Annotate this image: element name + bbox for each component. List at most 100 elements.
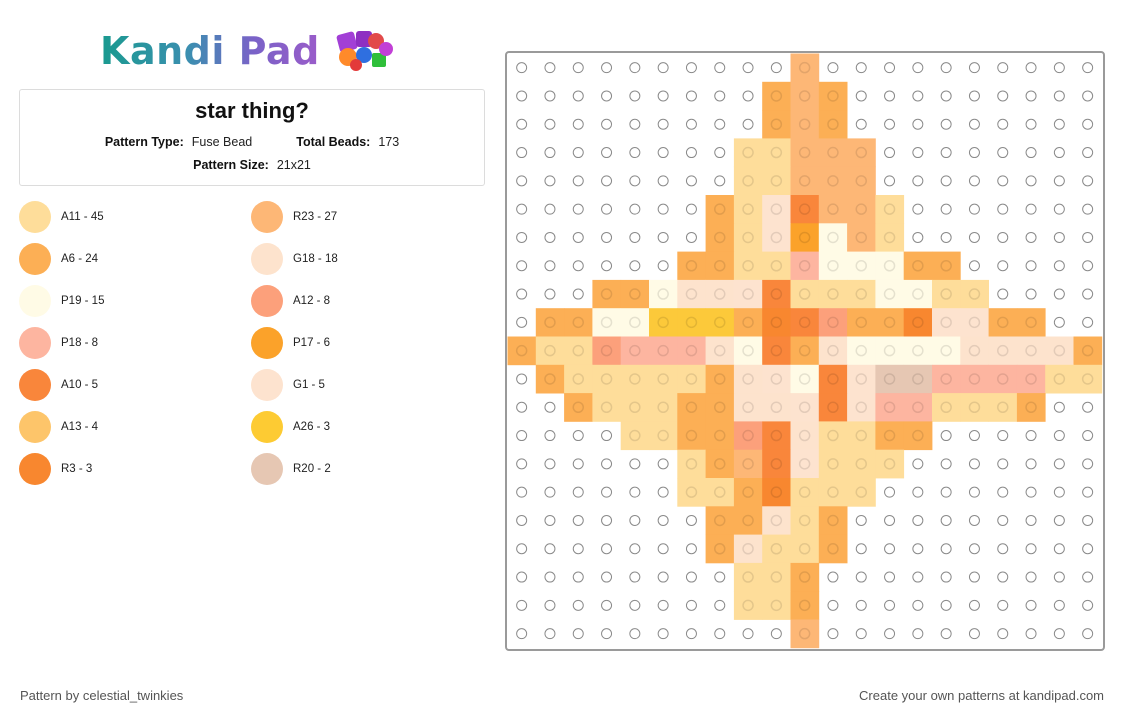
empty-peg[interactable] [572, 231, 584, 243]
empty-peg[interactable] [572, 599, 584, 611]
empty-peg[interactable] [1053, 316, 1065, 328]
empty-peg[interactable] [657, 118, 669, 130]
empty-peg[interactable] [1053, 430, 1065, 442]
empty-peg[interactable] [940, 458, 952, 470]
empty-peg[interactable] [516, 260, 528, 272]
empty-peg[interactable] [912, 90, 924, 102]
empty-peg[interactable] [912, 628, 924, 640]
empty-peg[interactable] [1082, 231, 1094, 243]
empty-peg[interactable] [516, 316, 528, 328]
empty-peg[interactable] [544, 260, 556, 272]
empty-peg[interactable] [685, 599, 697, 611]
empty-peg[interactable] [1025, 514, 1037, 526]
empty-peg[interactable] [629, 599, 641, 611]
empty-peg[interactable] [572, 147, 584, 159]
empty-peg[interactable] [912, 458, 924, 470]
empty-peg[interactable] [601, 231, 613, 243]
empty-peg[interactable] [1025, 147, 1037, 159]
empty-peg[interactable] [516, 486, 528, 498]
empty-peg[interactable] [657, 62, 669, 74]
empty-peg[interactable] [685, 231, 697, 243]
empty-peg[interactable] [544, 599, 556, 611]
empty-peg[interactable] [657, 628, 669, 640]
empty-peg[interactable] [572, 118, 584, 130]
empty-peg[interactable] [968, 571, 980, 583]
empty-peg[interactable] [940, 571, 952, 583]
empty-peg[interactable] [742, 90, 754, 102]
empty-peg[interactable] [912, 175, 924, 187]
empty-peg[interactable] [1082, 175, 1094, 187]
empty-peg[interactable] [997, 486, 1009, 498]
empty-peg[interactable] [884, 62, 896, 74]
empty-peg[interactable] [516, 147, 528, 159]
empty-peg[interactable] [1082, 90, 1094, 102]
empty-peg[interactable] [601, 458, 613, 470]
empty-peg[interactable] [855, 514, 867, 526]
empty-peg[interactable] [855, 118, 867, 130]
empty-peg[interactable] [968, 118, 980, 130]
empty-peg[interactable] [1025, 62, 1037, 74]
empty-peg[interactable] [1025, 543, 1037, 555]
empty-peg[interactable] [940, 628, 952, 640]
empty-peg[interactable] [997, 231, 1009, 243]
empty-peg[interactable] [1082, 571, 1094, 583]
empty-peg[interactable] [1053, 62, 1065, 74]
empty-peg[interactable] [657, 543, 669, 555]
empty-peg[interactable] [657, 486, 669, 498]
empty-peg[interactable] [1025, 203, 1037, 215]
bead-pegboard[interactable] [505, 51, 1105, 651]
empty-peg[interactable] [657, 203, 669, 215]
empty-peg[interactable] [997, 203, 1009, 215]
empty-peg[interactable] [968, 514, 980, 526]
empty-peg[interactable] [657, 147, 669, 159]
empty-peg[interactable] [940, 430, 952, 442]
empty-peg[interactable] [1053, 571, 1065, 583]
empty-peg[interactable] [940, 203, 952, 215]
empty-peg[interactable] [940, 514, 952, 526]
empty-peg[interactable] [884, 543, 896, 555]
empty-peg[interactable] [968, 175, 980, 187]
empty-peg[interactable] [884, 599, 896, 611]
empty-peg[interactable] [827, 62, 839, 74]
empty-peg[interactable] [516, 118, 528, 130]
empty-peg[interactable] [997, 599, 1009, 611]
empty-peg[interactable] [544, 203, 556, 215]
empty-peg[interactable] [912, 514, 924, 526]
empty-peg[interactable] [912, 543, 924, 555]
empty-peg[interactable] [544, 90, 556, 102]
empty-peg[interactable] [685, 147, 697, 159]
empty-peg[interactable] [1025, 175, 1037, 187]
empty-peg[interactable] [544, 147, 556, 159]
empty-peg[interactable] [997, 571, 1009, 583]
empty-peg[interactable] [572, 514, 584, 526]
empty-peg[interactable] [940, 62, 952, 74]
empty-peg[interactable] [1082, 260, 1094, 272]
empty-peg[interactable] [544, 571, 556, 583]
empty-peg[interactable] [855, 628, 867, 640]
empty-peg[interactable] [1082, 514, 1094, 526]
empty-peg[interactable] [940, 147, 952, 159]
empty-peg[interactable] [657, 571, 669, 583]
empty-peg[interactable] [1082, 599, 1094, 611]
empty-peg[interactable] [1082, 203, 1094, 215]
empty-peg[interactable] [1053, 458, 1065, 470]
empty-peg[interactable] [940, 543, 952, 555]
empty-peg[interactable] [940, 599, 952, 611]
empty-peg[interactable] [544, 430, 556, 442]
empty-peg[interactable] [1082, 458, 1094, 470]
empty-peg[interactable] [968, 260, 980, 272]
empty-peg[interactable] [629, 175, 641, 187]
empty-peg[interactable] [629, 62, 641, 74]
empty-peg[interactable] [940, 175, 952, 187]
empty-peg[interactable] [572, 90, 584, 102]
empty-peg[interactable] [572, 203, 584, 215]
empty-peg[interactable] [601, 118, 613, 130]
empty-peg[interactable] [657, 90, 669, 102]
empty-peg[interactable] [968, 62, 980, 74]
empty-peg[interactable] [516, 599, 528, 611]
empty-peg[interactable] [601, 543, 613, 555]
empty-peg[interactable] [629, 203, 641, 215]
empty-peg[interactable] [516, 401, 528, 413]
empty-peg[interactable] [912, 203, 924, 215]
empty-peg[interactable] [1053, 486, 1065, 498]
